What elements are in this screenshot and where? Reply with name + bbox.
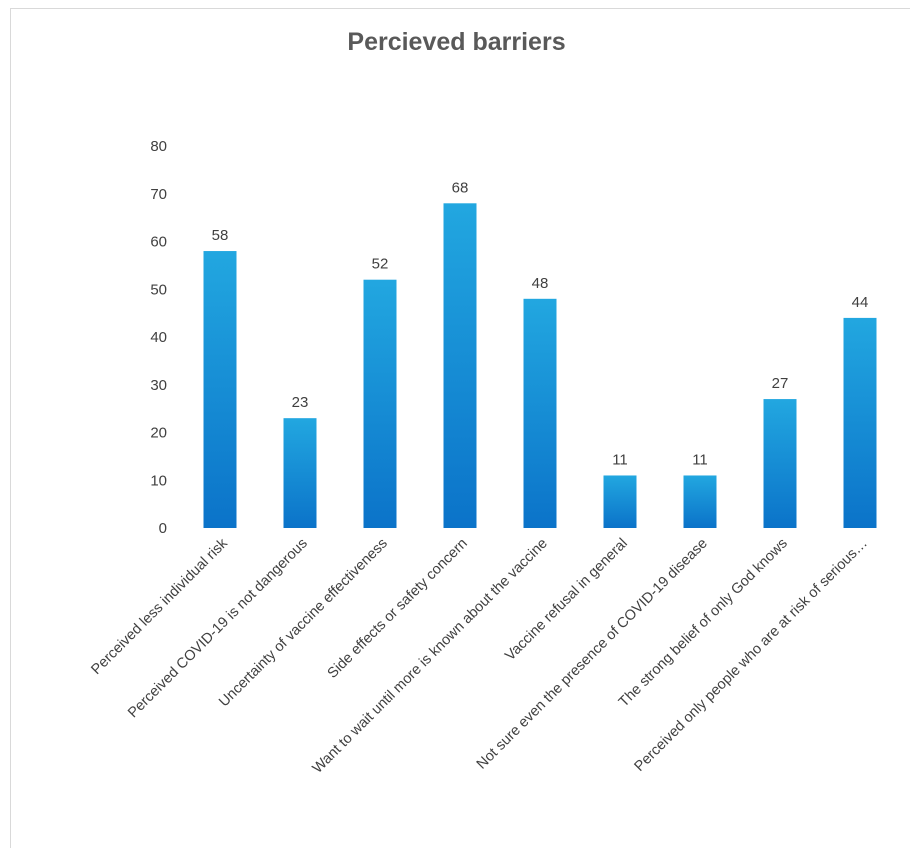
x-category-label: Side effects or safety concern [325, 536, 471, 682]
data-labels: 58 23 52 68 48 11 11 27 44 [212, 179, 869, 468]
y-tick-label: 10 [150, 472, 167, 489]
data-label: 27 [772, 375, 789, 392]
x-axis: Perceived less individual riskPerceived … [88, 535, 870, 777]
bar [443, 203, 477, 529]
bar [843, 317, 877, 528]
bar [363, 279, 397, 528]
y-tick-label: 30 [150, 377, 167, 394]
x-category-label: The strong belief of only God knows [616, 536, 791, 711]
y-tick-label: 70 [150, 186, 167, 203]
data-label: 11 [612, 451, 628, 468]
x-category-label: Uncertainty of vaccine effectiveness [216, 536, 391, 711]
bar [763, 399, 797, 528]
y-tick-label: 50 [150, 281, 167, 298]
y-axis: 0 10 20 30 40 50 60 70 80 [150, 138, 167, 537]
data-label: 58 [212, 227, 229, 244]
chart-title: Percieved barriers [347, 28, 566, 56]
bar [683, 475, 717, 528]
bars [203, 203, 877, 529]
data-label: 23 [292, 394, 309, 411]
y-tick-label: 20 [150, 425, 167, 442]
data-label: 11 [692, 451, 708, 468]
data-label: 68 [452, 179, 469, 196]
bar [603, 475, 637, 528]
x-category-label: Perceived less individual risk [88, 535, 231, 678]
y-tick-label: 0 [159, 520, 167, 537]
y-tick-label: 40 [150, 329, 167, 346]
bar [523, 298, 557, 528]
y-tick-label: 80 [150, 138, 167, 155]
bar [283, 418, 317, 528]
y-tick-label: 60 [150, 234, 167, 251]
data-label: 48 [532, 275, 549, 292]
data-label: 44 [852, 294, 869, 311]
data-label: 52 [372, 256, 389, 273]
chart-frame [10, 8, 910, 848]
bar [203, 251, 237, 529]
x-category-label: Perceived COVID-19 is not dangerous [125, 536, 311, 722]
